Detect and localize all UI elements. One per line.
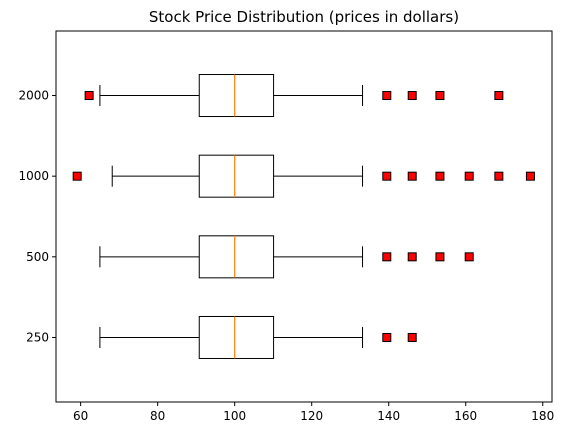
outlier-marker: [407, 332, 417, 342]
outlier-marker: [84, 91, 94, 101]
y-tick-label: 1000: [18, 169, 49, 183]
outlier-marker: [435, 252, 445, 262]
x-tick-label: 120: [300, 409, 323, 423]
outlier-marker: [525, 171, 535, 181]
x-tick-label: 180: [531, 409, 554, 423]
outlier-marker: [382, 332, 392, 342]
box-iqr: [198, 74, 275, 118]
y-tick-label: 250: [26, 330, 49, 344]
outlier-marker: [382, 91, 392, 101]
outlier-marker: [382, 252, 392, 262]
outlier-marker: [494, 91, 504, 101]
box-iqr: [198, 315, 275, 359]
box-iqr: [198, 154, 275, 198]
y-tick-label: 500: [26, 250, 49, 264]
x-tick-label: 80: [150, 409, 165, 423]
outlier-marker: [464, 171, 474, 181]
outlier-marker: [494, 171, 504, 181]
outlier-marker: [382, 171, 392, 181]
chart-title: Stock Price Distribution (prices in doll…: [149, 8, 459, 26]
y-tick-label: 2000: [18, 89, 49, 103]
x-tick-label: 160: [454, 409, 477, 423]
outlier-marker: [72, 171, 82, 181]
x-tick-label: 60: [73, 409, 88, 423]
box-iqr: [198, 235, 275, 279]
outlier-marker: [464, 252, 474, 262]
outlier-marker: [407, 91, 417, 101]
outlier-marker: [435, 91, 445, 101]
outlier-marker: [407, 171, 417, 181]
x-tick-label: 140: [377, 409, 400, 423]
plot-area: 60 80 100 120 140 160 180 250 500 1000 2000: [18, 74, 554, 423]
outlier-marker: [435, 171, 445, 181]
x-tick-label: 100: [223, 409, 246, 423]
axes-frame: [55, 30, 553, 403]
outlier-marker: [407, 252, 417, 262]
